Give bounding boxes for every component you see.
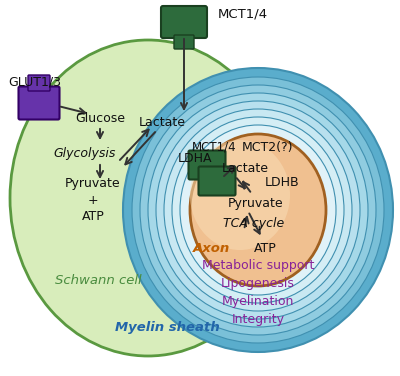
Ellipse shape [190,134,326,286]
Ellipse shape [180,125,336,295]
Text: Metabolic support
Lipogenesis
Myelination
Integrity: Metabolic support Lipogenesis Myelinatio… [202,259,314,326]
Ellipse shape [123,68,393,352]
FancyBboxPatch shape [188,150,226,179]
FancyBboxPatch shape [161,6,207,38]
Ellipse shape [164,109,352,311]
Text: Schwann cell: Schwann cell [55,273,142,287]
Text: GLUT1/3: GLUT1/3 [8,76,61,88]
Text: Lactate: Lactate [138,115,186,129]
FancyBboxPatch shape [28,75,50,91]
Text: LDHB: LDHB [265,176,300,190]
FancyBboxPatch shape [198,167,236,196]
Text: TCA cycle: TCA cycle [223,217,284,230]
Text: MCT2(?): MCT2(?) [242,141,294,155]
Text: Glycolysis: Glycolysis [54,147,116,159]
Ellipse shape [190,140,290,250]
Ellipse shape [172,117,344,303]
Ellipse shape [132,77,384,343]
Ellipse shape [10,40,286,356]
Text: MCT1/4: MCT1/4 [218,8,268,21]
Text: MCT1/4: MCT1/4 [192,141,237,153]
FancyBboxPatch shape [174,35,194,49]
Text: LDHA: LDHA [178,152,212,165]
Text: Lactate: Lactate [222,162,269,174]
Text: Pyruvate: Pyruvate [228,197,284,209]
Text: Axon: Axon [193,241,230,255]
Text: Myelin sheath: Myelin sheath [115,321,220,335]
Ellipse shape [148,93,368,327]
Text: ATP: ATP [254,241,276,255]
Ellipse shape [140,85,376,335]
Ellipse shape [156,101,360,319]
Text: Glucose: Glucose [75,112,125,124]
Text: Pyruvate
+
ATP: Pyruvate + ATP [65,176,121,223]
FancyBboxPatch shape [18,86,60,120]
